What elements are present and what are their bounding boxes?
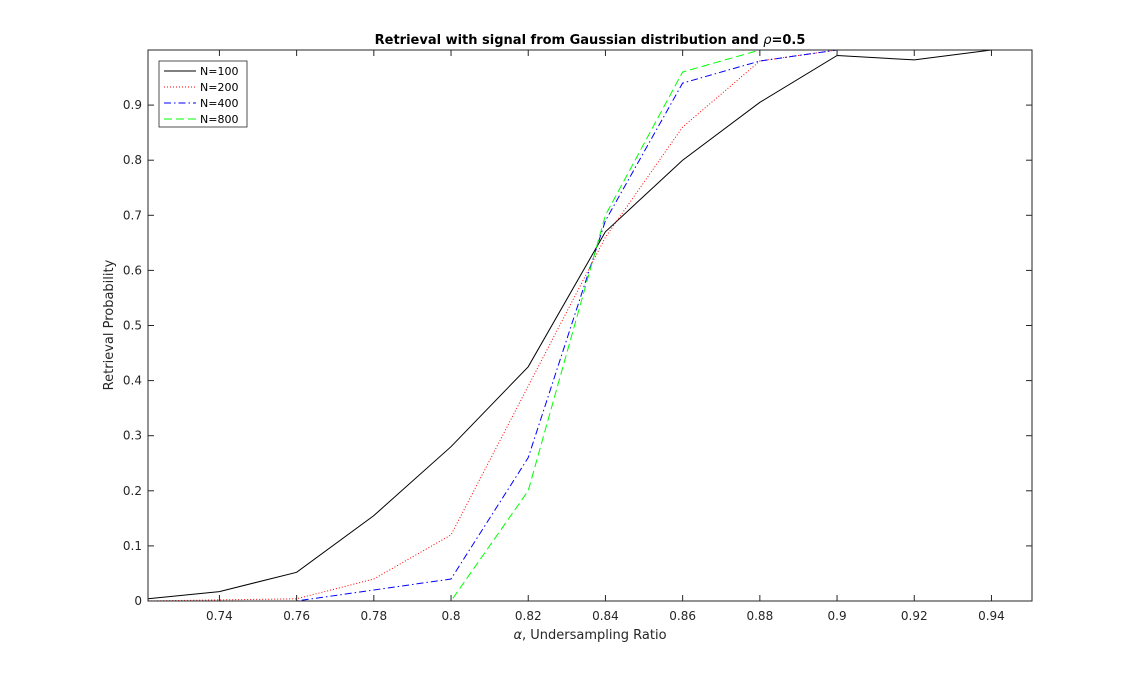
plot-area (148, 50, 1032, 601)
legend-label: N=200 (200, 81, 238, 94)
x-tick-label: 0.86 (669, 609, 696, 623)
x-axis-label: α, Undersampling Ratio (513, 628, 666, 643)
x-tick-label: 0.94 (978, 609, 1005, 623)
legend-label: N=800 (200, 113, 238, 126)
x-tick-label: 0.8 (441, 609, 460, 623)
ticks-layer: 0.74 0.76 0.78 0.8 0.82 0.84 0.86 0.88 0.9 0.92 0.… (123, 50, 1032, 623)
x-tick-label: 0.92 (901, 609, 928, 623)
x-tick-label: 0.76 (283, 609, 310, 623)
x-tick-label: 0.84 (592, 609, 619, 623)
legend-box (158, 60, 248, 128)
y-tick-label: 0.6 (123, 263, 142, 277)
y-tick-label: 0.4 (123, 374, 142, 388)
y-tick-label: 0.9 (123, 98, 142, 112)
legend-label: N=100 (200, 65, 238, 78)
series-line-n-100 (148, 50, 992, 600)
y-tick-label: 0 (134, 594, 142, 608)
y-tick-label: 0.2 (123, 484, 142, 498)
x-tick-label: 0.9 (828, 609, 847, 623)
y-tick-label: 0.3 (123, 429, 142, 443)
y-tick-label: 0.8 (123, 153, 142, 167)
x-tick-label: 0.74 (206, 609, 233, 623)
x-tick-label: 0.78 (360, 609, 387, 623)
x-tick-label: 0.82 (515, 609, 542, 623)
x-tick-label: 0.88 (746, 609, 773, 623)
y-tick-label: 0.5 (123, 319, 142, 333)
y-axis-label: Retrieval Probability (102, 259, 117, 390)
series-line-n-200 (148, 50, 992, 601)
series-layer (148, 50, 992, 601)
legend-label: N=400 (200, 97, 238, 110)
legend: N=100 N=200 N=400 N=800 (158, 60, 248, 128)
y-tick-label: 0.1 (123, 539, 142, 553)
legend-entries: N=100 N=200 N=400 N=800 (164, 65, 238, 126)
chart-title: Retrieval with signal from Gaussian dist… (375, 33, 806, 48)
y-tick-label: 0.7 (123, 208, 142, 222)
